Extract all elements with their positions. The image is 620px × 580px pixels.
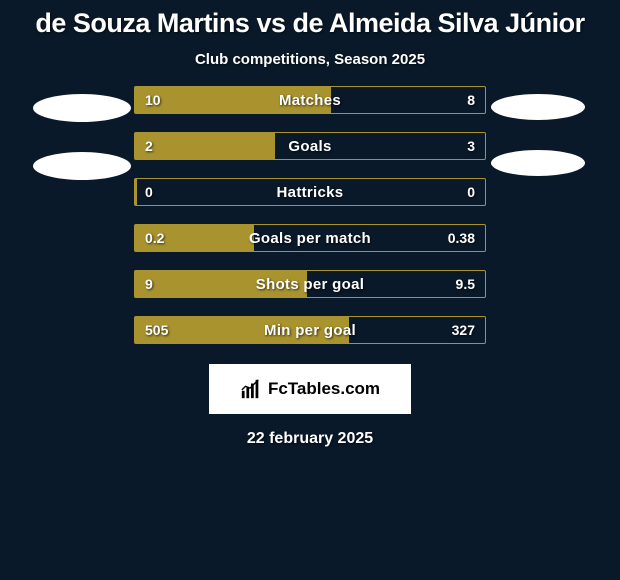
bar-chart-icon — [240, 378, 262, 400]
logo-box: FcTables.com — [209, 364, 411, 414]
logo-text: FcTables.com — [268, 379, 380, 399]
bar-label: Hattricks — [135, 179, 485, 205]
bar-value-right: 9.5 — [456, 271, 475, 297]
chart-area: 10Matches8 2Goals3 0Hattricks0 0.2Goals per… — [0, 86, 620, 346]
bar-label: Goals per match — [135, 225, 485, 251]
bar-label: Matches — [135, 87, 485, 113]
bar-row: 9Shots per goal9.5 — [134, 270, 486, 298]
player-right-ellipse-1 — [491, 94, 585, 120]
bar-value-right: 3 — [467, 133, 475, 159]
bar-row: 2Goals3 — [134, 132, 486, 160]
bar-row: 10Matches8 — [134, 86, 486, 114]
bar-row: 0.2Goals per match0.38 — [134, 224, 486, 252]
comparison-bars: 10Matches8 2Goals3 0Hattricks0 0.2Goals per… — [134, 86, 486, 344]
bar-label: Goals — [135, 133, 485, 159]
bar-row: 0Hattricks0 — [134, 178, 486, 206]
bar-label: Min per goal — [135, 317, 485, 343]
bar-value-right: 8 — [467, 87, 475, 113]
bar-value-right: 0 — [467, 179, 475, 205]
date-line: 22 february 2025 — [0, 414, 620, 464]
page-title: de Souza Martins vs de Almeida Silva Jún… — [0, 0, 620, 45]
player-left-ellipse-2 — [33, 152, 131, 180]
player-right-badge — [486, 86, 590, 346]
infographic-root: de Souza Martins vs de Almeida Silva Jún… — [0, 0, 620, 464]
bar-value-right: 0.38 — [448, 225, 475, 251]
player-left-ellipse-1 — [33, 94, 131, 122]
bar-value-right: 327 — [452, 317, 475, 343]
player-left-badge — [30, 86, 134, 346]
player-right-ellipse-2 — [491, 150, 585, 176]
bar-row: 505Min per goal327 — [134, 316, 486, 344]
page-subtitle: Club competitions, Season 2025 — [0, 45, 620, 86]
bar-label: Shots per goal — [135, 271, 485, 297]
